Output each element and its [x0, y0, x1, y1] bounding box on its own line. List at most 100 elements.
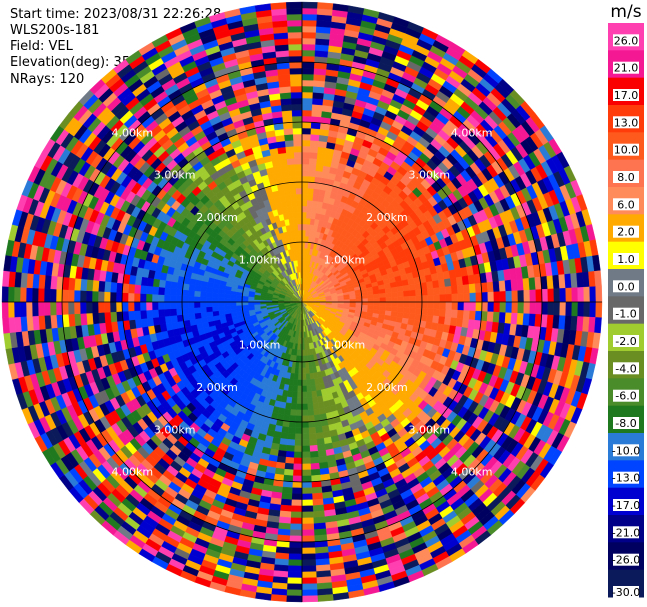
- range-gate-cell: [109, 301, 117, 313]
- range-gate-cell: [432, 315, 440, 324]
- range-gate-cell: [306, 397, 313, 405]
- range-gate-cell: [553, 301, 561, 316]
- range-gate-cell: [311, 110, 323, 118]
- range-gate-cell: [403, 307, 411, 314]
- range-gate-cell: [217, 305, 225, 312]
- range-gate-cell: [188, 313, 196, 321]
- range-gate-cell: [295, 421, 303, 429]
- range-gate-cell: [193, 301, 201, 308]
- range-gate-cell: [218, 309, 226, 316]
- range-gate-cell: [205, 306, 213, 313]
- range-gate-cell: [169, 287, 177, 296]
- range-gate-cell: [301, 211, 307, 219]
- range-gate-cell: [315, 432, 324, 440]
- range-gate-cell: [313, 188, 321, 196]
- range-gate-cell: [516, 313, 524, 326]
- range-gate-cell: [498, 312, 506, 324]
- range-gate-cell: [44, 314, 52, 330]
- range-gate-cell: [217, 301, 225, 307]
- range-gate-cell: [312, 86, 325, 94]
- range-gate-cell: [284, 462, 294, 471]
- range-gate-cell: [157, 294, 165, 303]
- range-gate-cell: [301, 193, 308, 201]
- range-gate-cell: [286, 589, 303, 597]
- range-gate-cell: [535, 289, 543, 303]
- range-gate-cell: [475, 301, 483, 312]
- range-gate-cell: [199, 296, 207, 303]
- range-gate-cell: [443, 278, 452, 288]
- range-gate-cell: [427, 308, 435, 317]
- range-gate-cell: [301, 535, 315, 543]
- range-gate-cell: [301, 109, 313, 117]
- range-gate-cell: [301, 385, 307, 393]
- range-gate-cell: [565, 301, 573, 317]
- range-gate-cell: [287, 571, 303, 579]
- range-gate-cell: [535, 301, 543, 315]
- range-gate-cell: [309, 139, 320, 148]
- range-gate-cell: [301, 373, 307, 381]
- range-gate-cell: [301, 361, 306, 369]
- range-gate-cell: [188, 283, 196, 291]
- range-gate-cell: [301, 391, 308, 399]
- range-gate-cell: [487, 291, 495, 303]
- range-gate-cell: [294, 427, 303, 435]
- range-gate-cell: [312, 504, 325, 512]
- range-gate-cell: [286, 438, 296, 447]
- range-gate-cell: [408, 313, 416, 321]
- range-gate-cell: [280, 432, 289, 440]
- range-gate-cell: [288, 553, 303, 561]
- range-gate-cell: [306, 211, 312, 219]
- range-gate-cell: [301, 499, 313, 507]
- range-gate-cell: [91, 290, 99, 303]
- range-gate-cell: [217, 297, 225, 303]
- range-gate-cell: [314, 552, 330, 560]
- range-gate-cell: [301, 1, 318, 9]
- range-gate-cell: [457, 293, 465, 303]
- range-gate-cell: [291, 391, 298, 399]
- range-gate-cell: [170, 281, 178, 290]
- range-gate-cell: [193, 290, 201, 297]
- range-gate-cell: [152, 278, 161, 288]
- range-gate-cell: [74, 277, 82, 291]
- range-gate-cell: [301, 187, 309, 195]
- range-gate-cell: [1, 286, 9, 303]
- range-gate-cell: [367, 297, 375, 303]
- range-gate-cell: [443, 316, 452, 326]
- elevation-label: Elevation(deg): 35.30: [10, 55, 151, 70]
- range-gate-cell: [523, 301, 531, 315]
- range-gate-cell: [307, 415, 315, 423]
- range-gate-cell: [151, 293, 159, 303]
- range-gate-cell: [286, 583, 303, 591]
- range-gate-cell: [307, 409, 315, 417]
- range-gate-cell: [426, 314, 434, 323]
- range-gate-cell: [287, 559, 303, 567]
- range-gate-cell: [304, 349, 308, 357]
- range-gate-cell: [104, 311, 112, 323]
- range-gate-cell: [139, 309, 148, 320]
- range-gate-cell: [308, 157, 318, 166]
- range-gate-cell: [279, 510, 292, 518]
- range-gate-cell: [552, 314, 560, 330]
- range-gate-cell: [301, 541, 316, 549]
- range-gate-cell: [396, 285, 404, 293]
- range-gate-cell: [439, 301, 447, 310]
- range-gate-cell: [314, 426, 323, 434]
- range-gate-cell: [278, 443, 288, 452]
- range-gate-cell: [61, 301, 69, 315]
- range-gate-cell: [481, 301, 489, 312]
- range-gate-cell: [217, 292, 225, 299]
- range-gate-cell: [305, 373, 311, 381]
- range-gate-cell: [290, 403, 297, 411]
- range-gate-cell: [301, 97, 313, 105]
- range-gate-cell: [493, 291, 501, 303]
- range-gate-cell: [287, 565, 303, 573]
- range-gate-cell: [314, 170, 323, 178]
- range-gate-cell: [301, 559, 317, 567]
- range-gate-cell: [301, 175, 309, 183]
- range-gate-cell: [403, 301, 411, 308]
- range-gate-cell: [211, 301, 219, 307]
- range-gate-cell: [235, 301, 243, 306]
- range-gate-cell: [311, 486, 323, 494]
- range-gate-cell: [463, 301, 471, 312]
- range-gate-cell: [73, 289, 81, 303]
